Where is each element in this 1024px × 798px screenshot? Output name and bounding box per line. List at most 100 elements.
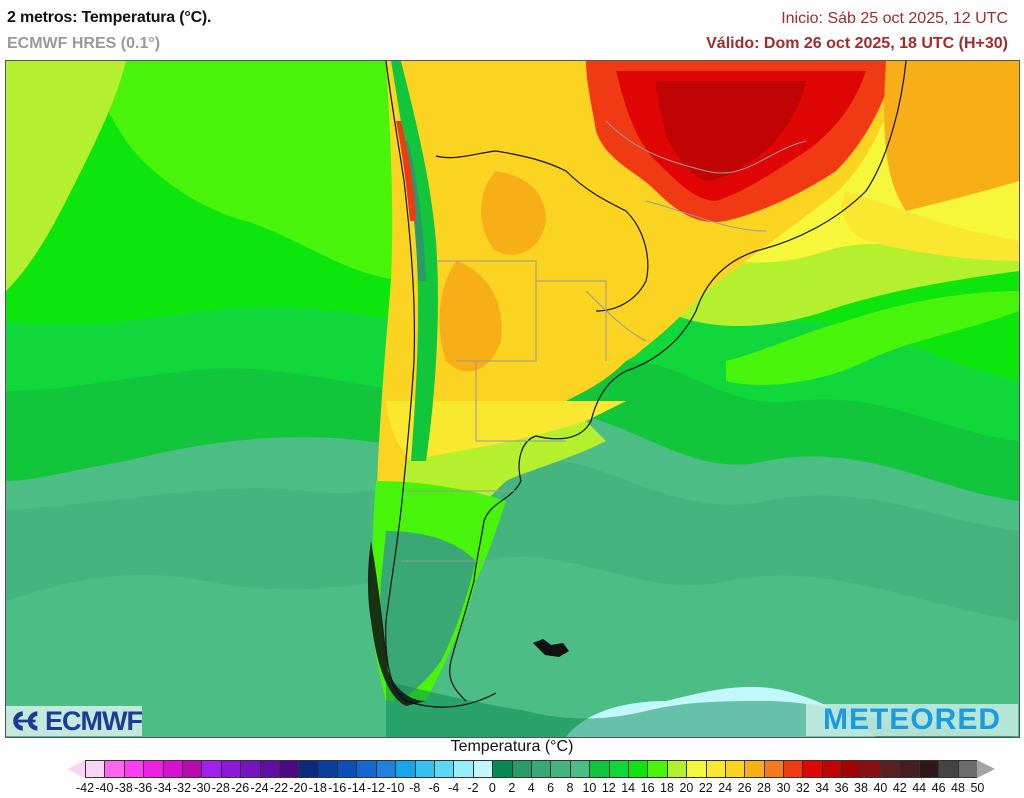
legend-swatch [511, 760, 531, 778]
legend-swatch [880, 760, 900, 778]
legend-tick-label: 30 [776, 781, 791, 795]
legend-swatch [201, 760, 221, 778]
legend-swatch [860, 760, 881, 778]
legend-tick-label: -34 [153, 781, 172, 795]
legend-swatch [666, 760, 687, 778]
legend-tick-label: -12 [366, 781, 386, 795]
legend-swatch [821, 760, 842, 778]
legend-tick-label: -36 [134, 781, 153, 795]
legend-tick-label: -10 [386, 781, 405, 795]
legend-swatch [453, 760, 473, 778]
legend-tick-label: 50 [970, 781, 985, 795]
legend-swatch [744, 760, 764, 778]
legend-swatch [763, 760, 784, 778]
legend-swatch [259, 760, 279, 778]
legend-tick-label: -8 [409, 781, 421, 795]
legend-swatch [85, 760, 105, 778]
legend-tick-label: 48 [951, 781, 965, 795]
legend-swatch [550, 760, 570, 778]
legend-swatch [492, 760, 512, 778]
legend-tick-label: -28 [211, 781, 230, 795]
legend-tick-label: 18 [660, 781, 674, 795]
legend-tick-label: 40 [873, 781, 888, 795]
legend-tick-label: 22 [698, 781, 713, 795]
legend-swatch [530, 760, 551, 778]
legend-tick-label: 2 [508, 781, 516, 795]
legend-swatch [647, 760, 667, 778]
ecmwf-logo-text: ECMWF [45, 705, 143, 736]
legend-tick-label: -40 [95, 781, 114, 795]
ecmwf-logo-icon [13, 711, 38, 731]
legend-tick-label: 44 [912, 781, 927, 795]
legend-swatch [375, 760, 396, 778]
legend-tick-label: -20 [289, 781, 308, 795]
legend-swatch [686, 760, 706, 778]
legend-tick-label: 10 [582, 781, 597, 795]
legend-swatch [317, 760, 338, 778]
legend-swatch [337, 760, 357, 778]
legend-low-arrow [67, 760, 85, 778]
legend-swatch [143, 760, 163, 778]
legend-tick-label: 32 [795, 781, 810, 795]
legend-tick-label: 28 [757, 781, 771, 795]
temperature-field [6, 61, 1019, 737]
legend-tick-label: 8 [566, 781, 574, 795]
init-time: Inicio: Sáb 25 oct 2025, 12 UTC [781, 10, 1008, 27]
legend-swatch [298, 760, 318, 778]
legend-tick-label: 4 [527, 781, 535, 795]
legend-tick-label: 36 [834, 781, 849, 795]
legend-swatch [938, 760, 958, 778]
legend-swatch [395, 760, 415, 778]
legend-swatch [356, 760, 376, 778]
legend-swatch [724, 760, 745, 778]
legend-swatch [414, 760, 435, 778]
legend-swatch [589, 760, 609, 778]
legend-swatch [434, 760, 454, 778]
legend-tick-label: -30 [192, 781, 211, 795]
legend-tick-label: 16 [640, 781, 655, 795]
legend-swatch [957, 760, 977, 778]
legend-tick-label: -38 [114, 781, 133, 795]
valid-time: Válido: Dom 26 oct 2025, 18 UTC (H+30) [706, 35, 1008, 52]
legend-swatch [569, 760, 590, 778]
color-legend [67, 760, 995, 778]
legend-swatch [627, 760, 648, 778]
meteored-logo: METEORED [806, 703, 1018, 736]
legend-tick-label: -24 [250, 781, 269, 795]
legend-tick-label: 6 [547, 781, 555, 795]
legend-swatch [705, 760, 725, 778]
legend-swatch [841, 760, 861, 778]
legend-tick-label: -42 [75, 781, 95, 795]
legend-swatch [608, 760, 628, 778]
temperature-map[interactable] [5, 60, 1020, 738]
legend-tick-label: 38 [854, 781, 868, 795]
legend-tick-label: -32 [172, 781, 192, 795]
legend-swatch [181, 760, 202, 778]
legend-tick-label: 24 [718, 781, 733, 795]
legend-swatch [104, 760, 124, 778]
meteored-logo-text: METEORED [822, 703, 1001, 736]
legend-title: Temperatura (°C) [450, 738, 574, 755]
legend-tick-label: 46 [931, 781, 946, 795]
legend-tick-label: -2 [467, 781, 479, 795]
legend-tick-label: -22 [269, 781, 289, 795]
legend-tick-label: 12 [601, 781, 616, 795]
legend-swatch [240, 760, 260, 778]
legend-tick-label: -6 [428, 781, 440, 795]
legend-tick-label: -18 [308, 781, 327, 795]
legend-high-arrow [976, 760, 995, 778]
legend-swatch [123, 760, 144, 778]
legend-swatch [899, 760, 919, 778]
legend-swatch [802, 760, 822, 778]
legend-tick-label: 34 [815, 781, 830, 795]
legend-ticks: -42 -40 -38 -36 -34 -32 -30 -28 -26 -24 -22 -20 -18-… [0, 781, 1024, 797]
legend-swatch [278, 760, 299, 778]
legend-swatch [918, 760, 939, 778]
legend-tick-label: -26 [231, 781, 250, 795]
legend-tick-label: -16 [328, 781, 347, 795]
legend-tick-label: -14 [347, 781, 366, 795]
legend-swatch [220, 760, 241, 778]
legend-tick-label: 42 [892, 781, 907, 795]
legend-tick-label: 26 [737, 781, 752, 795]
legend-swatch [783, 760, 803, 778]
